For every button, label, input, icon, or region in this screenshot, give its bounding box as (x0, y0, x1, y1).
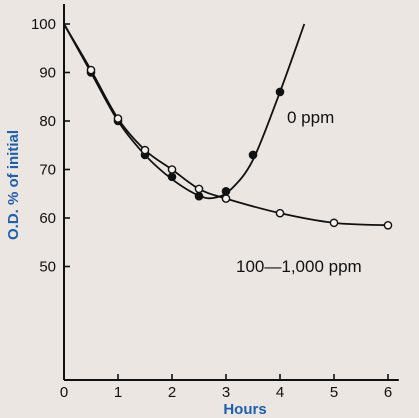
x-tick-label-6: 6 (384, 384, 392, 401)
series-1-point-0 (86, 65, 96, 75)
y-tick-label-60: 60 (39, 210, 56, 227)
series-0-point-7 (275, 87, 285, 97)
y-tick-label-70: 70 (39, 162, 56, 179)
series-1-point-4 (194, 184, 204, 194)
y-tick-label-80: 80 (39, 113, 56, 130)
x-axis-title: Hours (223, 401, 266, 418)
x-tick-label-4: 4 (276, 384, 284, 401)
x-tick-label-1: 1 (114, 384, 122, 401)
x-tick-label-0: 0 (60, 384, 68, 401)
y-tick-label-90: 90 (39, 65, 56, 82)
series-0-point-6 (248, 150, 258, 160)
series-1-point-2 (140, 145, 150, 155)
y-axis-title: O.D. % of initial (5, 130, 22, 240)
series-1-point-8 (383, 220, 393, 230)
x-tick-label-5: 5 (330, 384, 338, 401)
series-line-0 (63, 23, 306, 200)
series-layer (63, 23, 393, 230)
series-label-100-1000ppm: 100—1,000 ppm (236, 257, 362, 276)
series-1-point-7 (329, 218, 339, 228)
series-0-point-3 (167, 172, 177, 182)
series-1-point-5 (221, 194, 231, 203)
series-1-point-3 (167, 165, 177, 174)
x-tick-label-2: 2 (168, 384, 176, 401)
x-tick-label-3: 3 (222, 384, 230, 401)
y-tick-label-50: 50 (39, 259, 56, 276)
series-0-point-5 (221, 187, 231, 196)
series-0-point-4 (194, 191, 204, 201)
series-1-point-6 (275, 208, 285, 218)
series-line-1 (63, 23, 389, 227)
series-label-0ppm: 0 ppm (287, 108, 334, 127)
axes: 0 1 2 3 4 5 6 50 60 70 80 90 100 (31, 4, 399, 401)
y-tick-label-100: 100 (31, 16, 56, 33)
series-1-point-1 (113, 114, 123, 123)
